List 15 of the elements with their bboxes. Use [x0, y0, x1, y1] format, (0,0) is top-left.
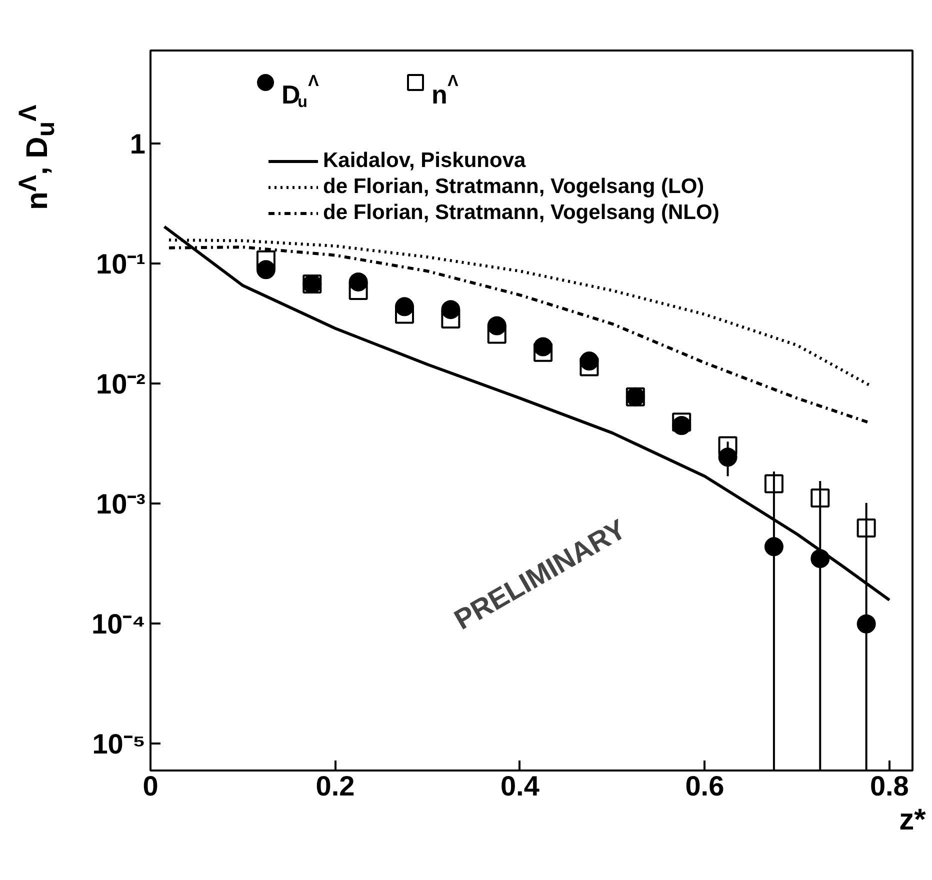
legend-label: de Florian, Stratmann, Vogelsang (NLO) — [323, 201, 720, 225]
y-tick-label: 10⁻⁴ — [92, 608, 146, 640]
y-tick-label: 10⁻⁵ — [92, 728, 146, 760]
legend-label: Kaidalov, Piskunova — [323, 149, 526, 173]
y-tick-label: 10⁻¹ — [96, 248, 146, 280]
y-tick-label: 10⁻² — [96, 368, 146, 400]
x-tick-label: 0 — [142, 770, 158, 802]
legend-label: de Florian, Stratmann, Vogelsang (LO) — [323, 175, 704, 199]
y-tick-label: 10⁻³ — [96, 488, 146, 520]
x-tick-label: 0.4 — [500, 770, 540, 802]
x-tick-label: 0.2 — [316, 770, 355, 802]
x-tick-label: 0.6 — [685, 770, 724, 802]
x-axis-title: z* — [899, 804, 926, 836]
y-tick-label: 1 — [130, 128, 146, 160]
x-tick-label: 0.8 — [870, 770, 909, 802]
